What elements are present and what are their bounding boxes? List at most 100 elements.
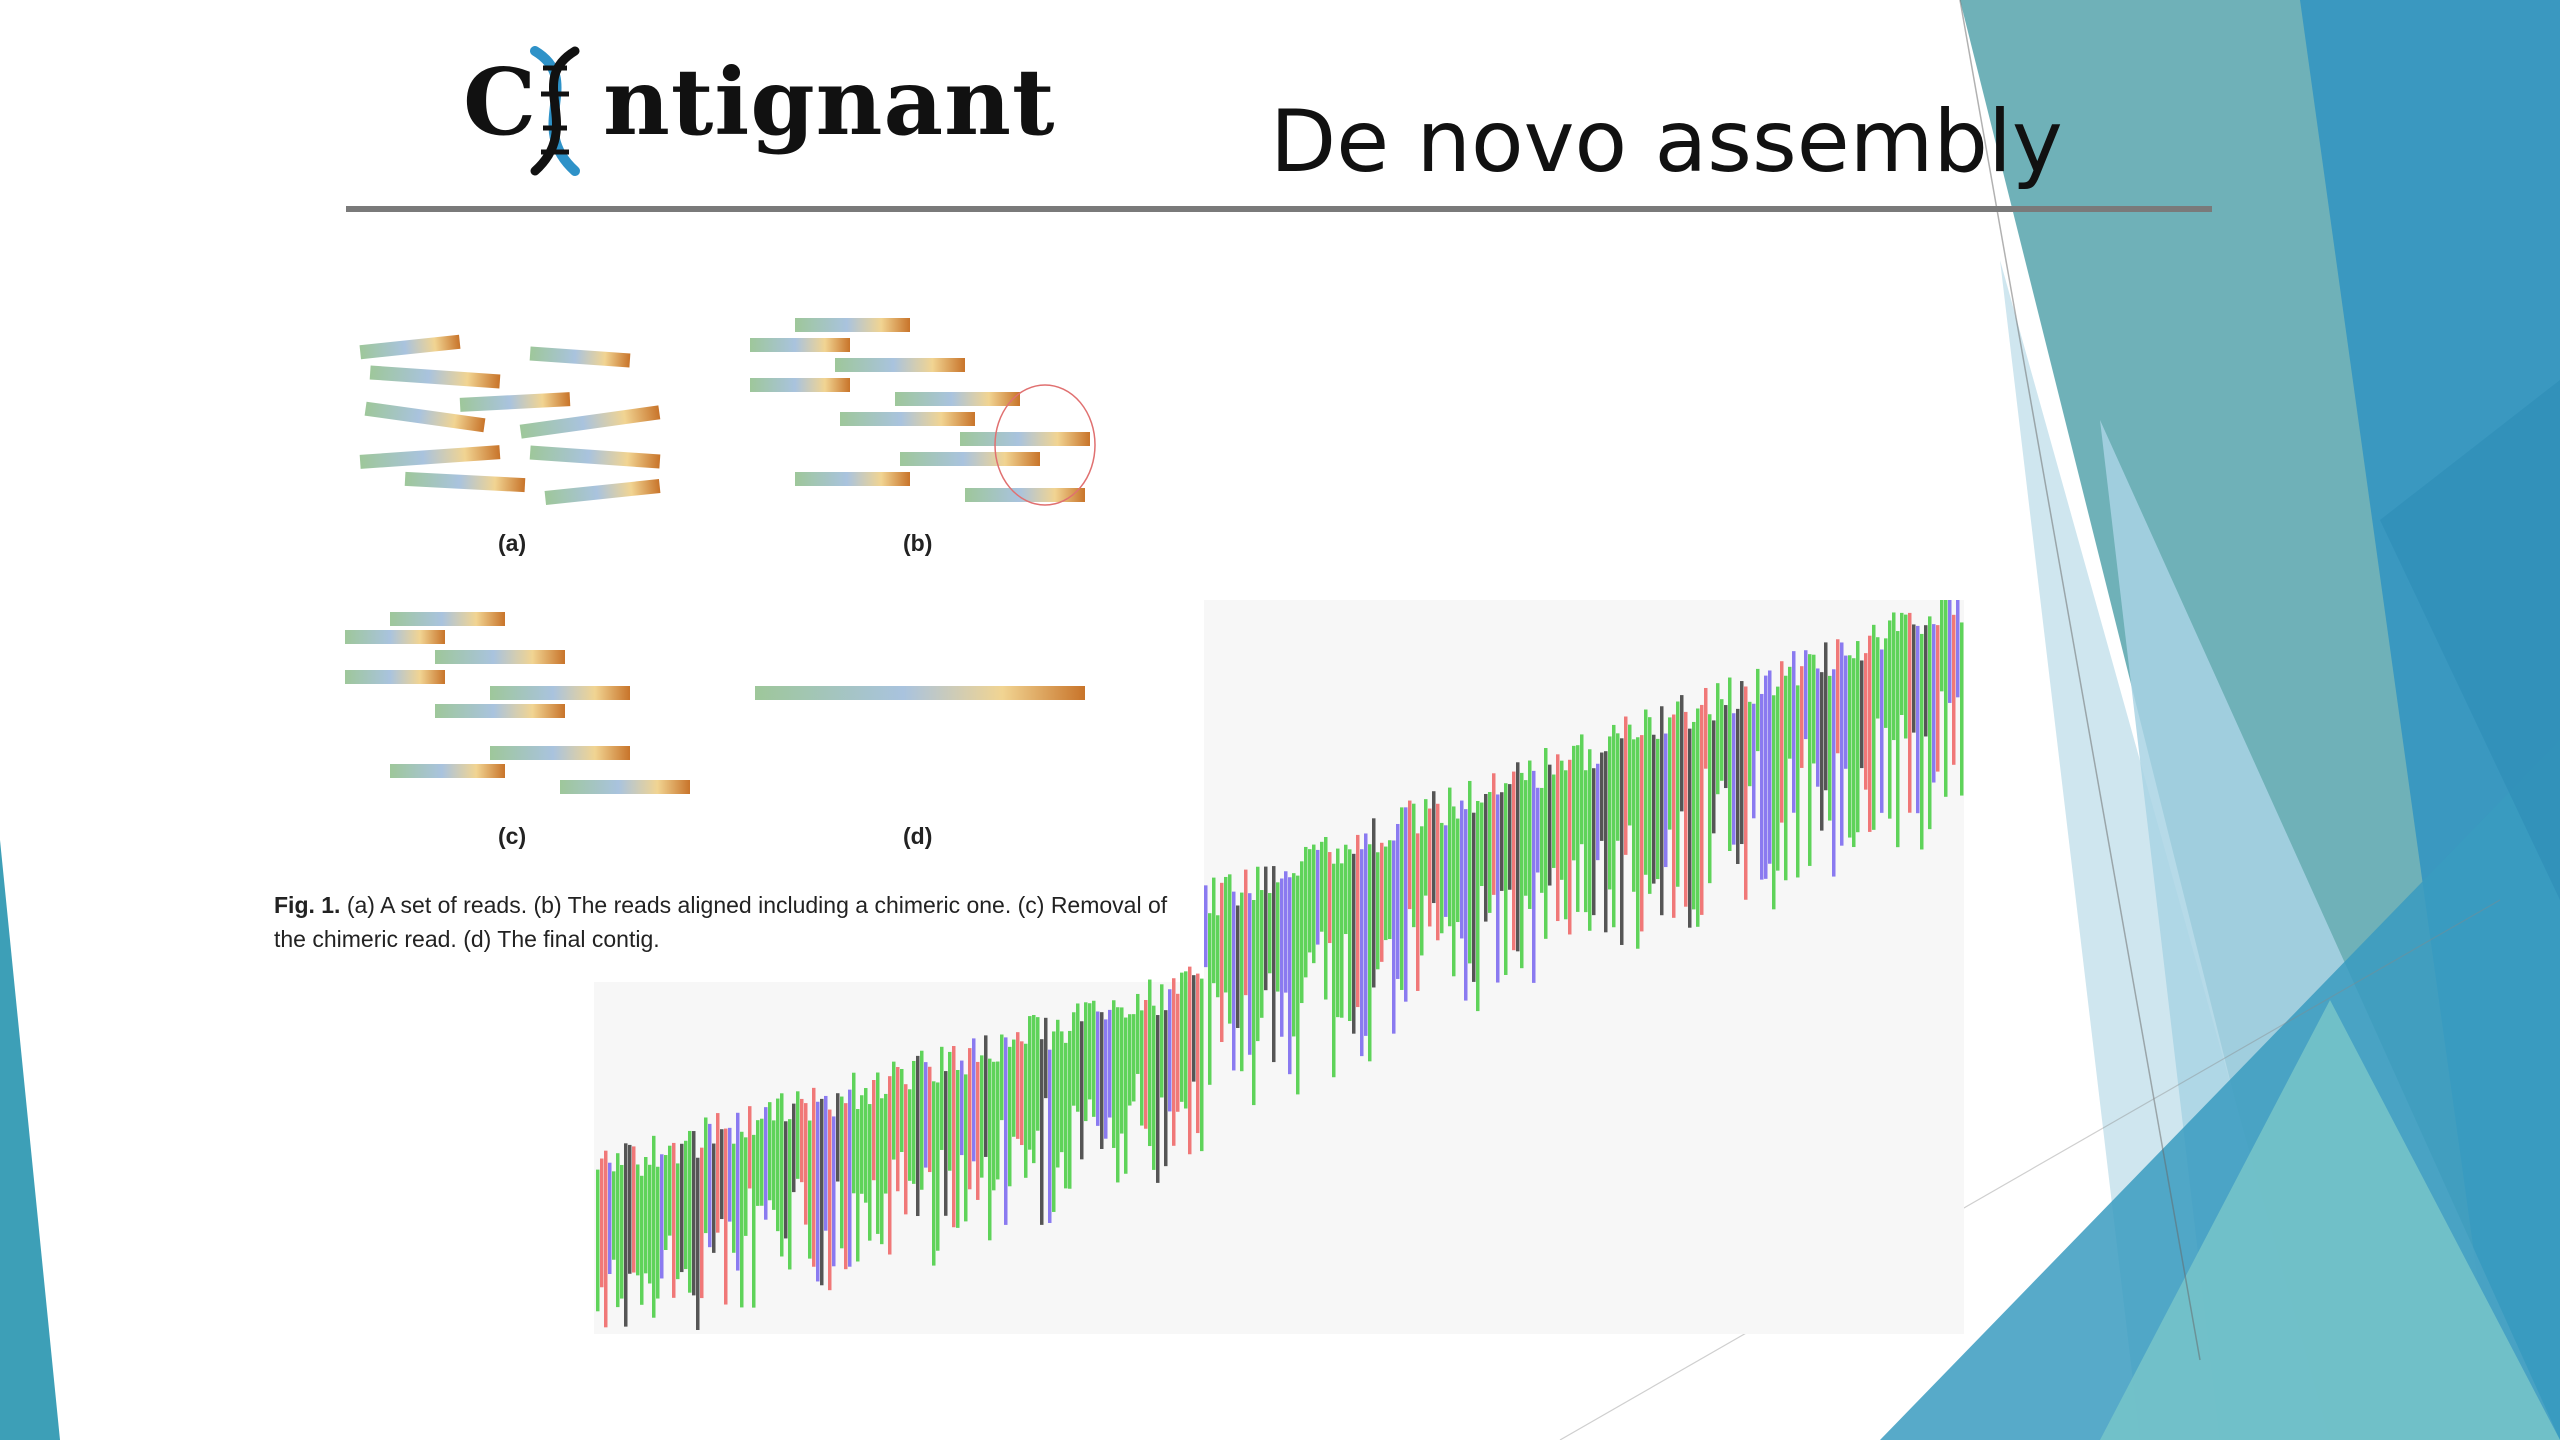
read-segment bbox=[840, 412, 975, 426]
pileup-column bbox=[1488, 792, 1492, 913]
caption-body: (a) A set of reads. (b) The reads aligne… bbox=[274, 892, 1168, 952]
read-segment bbox=[835, 358, 965, 372]
pileup-column bbox=[1564, 770, 1568, 920]
pileup-column bbox=[1620, 738, 1624, 945]
read-segment bbox=[895, 392, 1020, 406]
pileup-column bbox=[1164, 1010, 1168, 1167]
pileup-column bbox=[896, 1067, 900, 1192]
pileup-column bbox=[1084, 1002, 1088, 1122]
pileup-column bbox=[740, 1131, 744, 1308]
pileup-column bbox=[708, 1123, 712, 1248]
read-segment bbox=[960, 432, 1090, 446]
pileup-column bbox=[1204, 885, 1208, 968]
pileup-column bbox=[1908, 612, 1912, 813]
read-segment bbox=[795, 318, 910, 332]
pileup-column bbox=[1792, 651, 1796, 813]
pileup-column bbox=[888, 1076, 892, 1255]
read-segment bbox=[900, 452, 1040, 466]
pileup-column bbox=[796, 1091, 800, 1179]
pileup-column bbox=[1492, 773, 1496, 895]
read-segment bbox=[750, 338, 850, 352]
pileup-column bbox=[1364, 833, 1368, 1036]
pileup-column bbox=[1424, 799, 1428, 896]
pileup-column bbox=[1352, 853, 1356, 1034]
pileup-column bbox=[1808, 654, 1812, 866]
panel-label-b: (b) bbox=[903, 530, 933, 556]
pileup-column bbox=[1452, 806, 1456, 977]
pileup-column bbox=[1348, 849, 1352, 1022]
pileup-column bbox=[1644, 709, 1648, 875]
pileup-column bbox=[1012, 1039, 1016, 1137]
pileup-column bbox=[640, 1175, 644, 1305]
pileup-column bbox=[1132, 1014, 1136, 1102]
pileup-column bbox=[916, 1055, 920, 1217]
pileup-column bbox=[1928, 616, 1932, 830]
pileup-column bbox=[1652, 734, 1656, 884]
pileup-column bbox=[1812, 654, 1816, 764]
pileup-column bbox=[728, 1127, 732, 1222]
pileup-column bbox=[788, 1119, 792, 1270]
pileup-column bbox=[768, 1102, 772, 1201]
pileup-column bbox=[1216, 915, 1220, 998]
pileup-column bbox=[1876, 637, 1880, 719]
pileup-column bbox=[1512, 771, 1516, 951]
pileup-column bbox=[1684, 711, 1688, 907]
pileup-column bbox=[1252, 900, 1256, 1106]
pileup-column bbox=[1332, 863, 1336, 1078]
read-segment bbox=[364, 401, 486, 433]
pileup-column bbox=[1828, 675, 1832, 821]
pileup-column bbox=[1004, 1037, 1008, 1225]
panel-label-a: (a) bbox=[498, 530, 527, 556]
pileup-column bbox=[872, 1079, 876, 1181]
pileup-column bbox=[1236, 905, 1240, 1028]
pileup-column bbox=[1904, 614, 1908, 739]
pileup-column bbox=[1324, 836, 1328, 1000]
pileup-column bbox=[1880, 649, 1884, 813]
left-accent-shape bbox=[0, 840, 60, 1440]
pileup-column bbox=[1776, 686, 1780, 871]
pileup-column bbox=[1292, 873, 1296, 1037]
pileup-column bbox=[1584, 770, 1588, 913]
pileup-column bbox=[908, 1089, 912, 1181]
pileup-column bbox=[1240, 892, 1244, 1072]
read-segment bbox=[435, 650, 565, 664]
pileup-column bbox=[1432, 791, 1436, 904]
read-segment bbox=[490, 686, 630, 700]
pileup-column bbox=[1940, 600, 1944, 692]
pileup-column bbox=[1744, 686, 1748, 900]
pileup-column bbox=[820, 1098, 824, 1286]
pileup-column bbox=[1184, 971, 1188, 1109]
pileup-column bbox=[1148, 979, 1152, 1147]
pileup-column bbox=[1384, 846, 1388, 941]
pileup-column bbox=[1916, 625, 1920, 814]
title-divider bbox=[346, 206, 2212, 212]
pileup-column bbox=[1600, 752, 1604, 841]
pileup-column bbox=[1472, 812, 1476, 982]
pileup-column bbox=[696, 1157, 700, 1330]
pileup-column bbox=[1192, 975, 1196, 1082]
panel-label-c: (c) bbox=[498, 823, 527, 849]
pileup-column bbox=[876, 1072, 880, 1234]
reads-figure bbox=[345, 318, 1096, 794]
pileup-column bbox=[1680, 695, 1684, 812]
pileup-column bbox=[960, 1060, 964, 1156]
pileup-column bbox=[672, 1142, 676, 1298]
pileup-column bbox=[1212, 877, 1216, 984]
pileup-column bbox=[1856, 641, 1860, 833]
pileup-column bbox=[1092, 1000, 1096, 1117]
pileup-column bbox=[1316, 849, 1320, 945]
pileup-column bbox=[856, 1109, 860, 1262]
pileup-column bbox=[1760, 693, 1764, 880]
pileup-column bbox=[1408, 800, 1412, 910]
pileup-column bbox=[1656, 738, 1660, 880]
pileup-column bbox=[1860, 660, 1864, 769]
pileup-column bbox=[1648, 717, 1652, 894]
pileup-column bbox=[724, 1128, 728, 1305]
pileup-column bbox=[1064, 1042, 1068, 1189]
pileup-column bbox=[1852, 658, 1856, 848]
pileup-column bbox=[624, 1143, 628, 1327]
pileup-column bbox=[692, 1131, 696, 1296]
pileup-column bbox=[1888, 620, 1892, 819]
pileup-column bbox=[1464, 809, 1468, 1001]
